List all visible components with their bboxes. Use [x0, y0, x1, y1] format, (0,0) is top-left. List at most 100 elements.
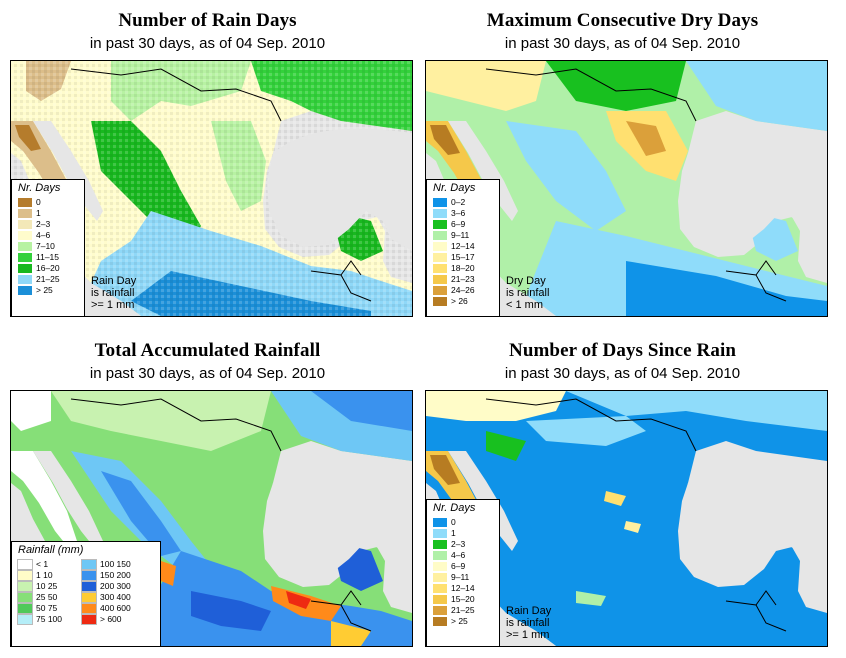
panel-title: Maximum Consecutive Dry Days [486, 10, 759, 31]
legend-title: Nr. Days [433, 502, 476, 514]
legend-title: Rainfall (mm) [18, 544, 84, 556]
legend-item: > 25 [12, 285, 84, 296]
legend-label: 10 25 [36, 581, 58, 591]
map-rainfall: Rainfall (mm) < 1 100 150 1 10 150 200 10 25… [10, 390, 413, 647]
legend-label: 9–11 [451, 230, 470, 240]
legend-item: 18–20 [427, 263, 499, 274]
legend-label: 75 100 [36, 614, 62, 624]
legend-label: 0 [36, 197, 41, 207]
legend-title: Nr. Days [18, 182, 61, 194]
legend-label: 24–26 [451, 285, 475, 295]
panel-subtitle: in past 30 days, as of 04 Sep. 2010 [89, 35, 326, 52]
legend-swatch [433, 606, 447, 615]
legend-swatch [433, 220, 447, 229]
note-line: is rainfall [506, 287, 550, 299]
legend-swatch [17, 559, 33, 570]
legend-label: 50 75 [36, 603, 58, 613]
legend-label: 300 400 [100, 592, 131, 602]
panel-days-since-rain: Number of Days Since Rain in past 30 day… [415, 330, 830, 650]
legend-item: > 25 [427, 616, 499, 627]
legend-label: 1 [36, 208, 41, 218]
legend-item: < 1 100 150 [12, 559, 160, 570]
legend-swatch [18, 275, 32, 284]
legend-item: 4–6 [12, 230, 84, 241]
note-line: is rainfall [506, 617, 550, 629]
legend-swatch [433, 286, 447, 295]
panel-rain-days: Number of Rain Days in past 30 days, as … [0, 0, 415, 320]
legend-label: 12–14 [451, 241, 475, 251]
legend-item: 16–20 [12, 263, 84, 274]
legend-note: Rain Day is rainfall >= 1 mm [91, 275, 136, 311]
legend-swatch [433, 617, 447, 626]
panel-accumulated-rainfall: Total Accumulated Rainfall in past 30 da… [0, 330, 415, 650]
note-line: >= 1 mm [91, 299, 135, 311]
legend-swatch [18, 242, 32, 251]
panel-title: Total Accumulated Rainfall [94, 340, 321, 361]
legend-item: 10 25 200 300 [12, 581, 160, 592]
note-line: Rain Day [91, 275, 137, 287]
legend-label: 1 [451, 528, 456, 538]
legend-item: 6–9 [427, 219, 499, 230]
legend-swatch [433, 573, 447, 582]
legend-swatch [18, 209, 32, 218]
legend-label: 12–14 [451, 583, 475, 593]
legend-label: 1 10 [36, 570, 53, 580]
legend-label: 0 [451, 517, 456, 527]
legend-swatch [18, 264, 32, 273]
legend-item: 2–3 [12, 219, 84, 230]
note-line: >= 1 mm [506, 629, 550, 641]
legend-rows: 0 1 2–3 4–6 7–10 11–15 16–20 21–25 > 25 [12, 197, 84, 296]
legend-swatch [81, 570, 97, 581]
legend-swatch [81, 614, 97, 625]
legend-rainfall: Rainfall (mm) < 1 100 150 1 10 150 200 10 25… [11, 541, 161, 646]
legend-label: 15–17 [451, 252, 475, 262]
note-line: Rain Day [506, 605, 552, 617]
legend-swatch [18, 220, 32, 229]
legend-swatch [18, 286, 32, 295]
legend-dry-days: Nr. Days 0–2 3–6 6–9 9–11 12–14 15–17 18–20 21–… [426, 179, 500, 316]
legend-item: 15–17 [427, 252, 499, 263]
legend-note: Dry Day is rainfall < 1 mm [506, 275, 549, 311]
legend-label: 2–3 [451, 539, 466, 549]
legend-item: 1 10 150 200 [12, 570, 160, 581]
legend-label: 15–20 [451, 594, 475, 604]
legend-swatch [17, 581, 33, 592]
legend-label: 150 200 [100, 570, 131, 580]
legend-rows: 0–2 3–6 6–9 9–11 12–14 15–17 18–20 21–23 24–26 > … [427, 197, 499, 307]
legend-swatch [18, 198, 32, 207]
legend-label: 25 50 [36, 592, 58, 602]
legend-label: 18–20 [451, 263, 475, 273]
legend-item: 9–11 [427, 572, 499, 583]
legend-swatch [433, 275, 447, 284]
legend-item: 4–6 [427, 550, 499, 561]
legend-label: 2–3 [36, 219, 51, 229]
map-days-since-rain: Nr. Days 0 1 2–3 4–6 6–9 9–11 12–14 15–20 21–25 >… [425, 390, 828, 647]
legend-item: 6–9 [427, 561, 499, 572]
legend-label: 7–10 [36, 241, 55, 251]
legend-item: 75 100 > 600 [12, 614, 160, 625]
legend-item: 21–25 [427, 605, 499, 616]
legend-swatch [17, 603, 33, 614]
legend-label: 6–9 [451, 561, 466, 571]
legend-label: 6–9 [451, 219, 466, 229]
legend-swatch [433, 253, 447, 262]
legend-item: 1 [427, 528, 499, 539]
legend-swatch [81, 559, 97, 570]
legend-item: 12–14 [427, 241, 499, 252]
legend-swatch [433, 595, 447, 604]
legend-swatch [433, 518, 447, 527]
legend-swatch [18, 231, 32, 240]
legend-swatch [433, 198, 447, 207]
legend-item: > 26 [427, 296, 499, 307]
panel-title: Number of Days Since Rain [509, 340, 736, 361]
legend-swatch [17, 570, 33, 581]
legend-swatch [433, 540, 447, 549]
note-line: is rainfall [91, 287, 135, 299]
legend-title: Nr. Days [433, 182, 476, 194]
legend-label: > 25 [36, 285, 53, 295]
panel-title: Number of Rain Days [118, 10, 297, 31]
map-dry-days: Nr. Days 0–2 3–6 6–9 9–11 12–14 15–17 18–20 21–… [425, 60, 828, 317]
legend-swatch [81, 603, 97, 614]
panel-subtitle: in past 30 days, as of 04 Sep. 2010 [504, 365, 741, 382]
legend-swatch [433, 551, 447, 560]
